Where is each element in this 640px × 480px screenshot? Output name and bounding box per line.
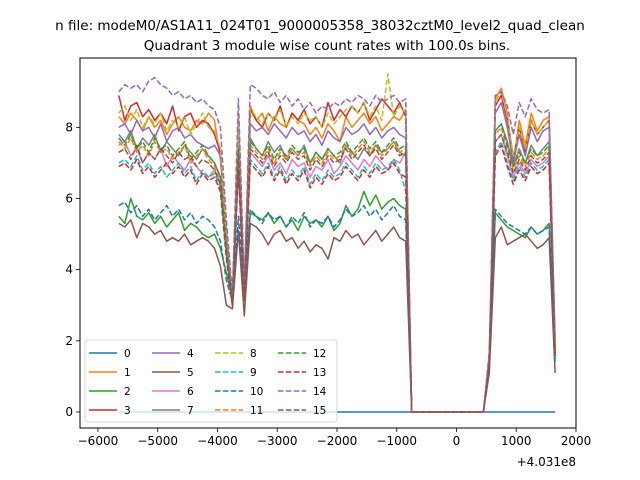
chart-title: Quadrant 3 module wise count rates with … [144, 38, 510, 54]
legend-label: 0 [124, 348, 131, 360]
y-tick-label: 4 [65, 263, 73, 277]
legend-label: 1 [124, 367, 131, 379]
figure-suptitle: n file: modeM0/AS1A11_024T01_9000005358_… [55, 18, 585, 34]
legend-label: 13 [313, 367, 326, 379]
x-tick-label: −4000 [197, 434, 238, 448]
x-tick-label: 2000 [561, 434, 592, 448]
plot-frame [79, 57, 577, 429]
x-tick-label: −5000 [137, 434, 178, 448]
series-line-14 [118, 76, 556, 413]
plot-lines [118, 73, 556, 413]
y-tick-label: 0 [65, 405, 73, 419]
legend-label: 3 [124, 405, 131, 417]
x-tick-label: −2000 [317, 434, 358, 448]
axes: −6000 −5000 −4000 −3000 −2000 −1000 0 1000 2000 0… [65, 120, 591, 448]
x-tick-label: −1000 [376, 434, 417, 448]
legend-label: 11 [250, 405, 263, 417]
y-tick-label: 2 [65, 334, 73, 348]
x-tick-label: 1000 [501, 434, 532, 448]
legend-label: 7 [187, 405, 194, 417]
legend-box [84, 339, 338, 423]
x-tick-label: −3000 [257, 434, 298, 448]
y-tick-label: 8 [65, 120, 73, 134]
x-tick-label: 0 [453, 434, 461, 448]
legend-label: 14 [313, 386, 327, 398]
legend-label: 2 [124, 386, 131, 398]
legend-label: 8 [250, 348, 257, 360]
series-line-15 [118, 133, 556, 413]
legend-label: 10 [250, 386, 263, 398]
x-offset-label: +4.031e8 [517, 455, 576, 469]
legend-label: 6 [187, 386, 194, 398]
legend-label: 12 [313, 348, 326, 360]
legend-label: 4 [187, 348, 194, 360]
x-tick-label: −6000 [78, 434, 119, 448]
legend-label: 15 [313, 405, 326, 417]
legend-label: 5 [187, 367, 194, 379]
legend-label: 9 [250, 367, 257, 379]
y-tick-label: 6 [65, 192, 73, 206]
